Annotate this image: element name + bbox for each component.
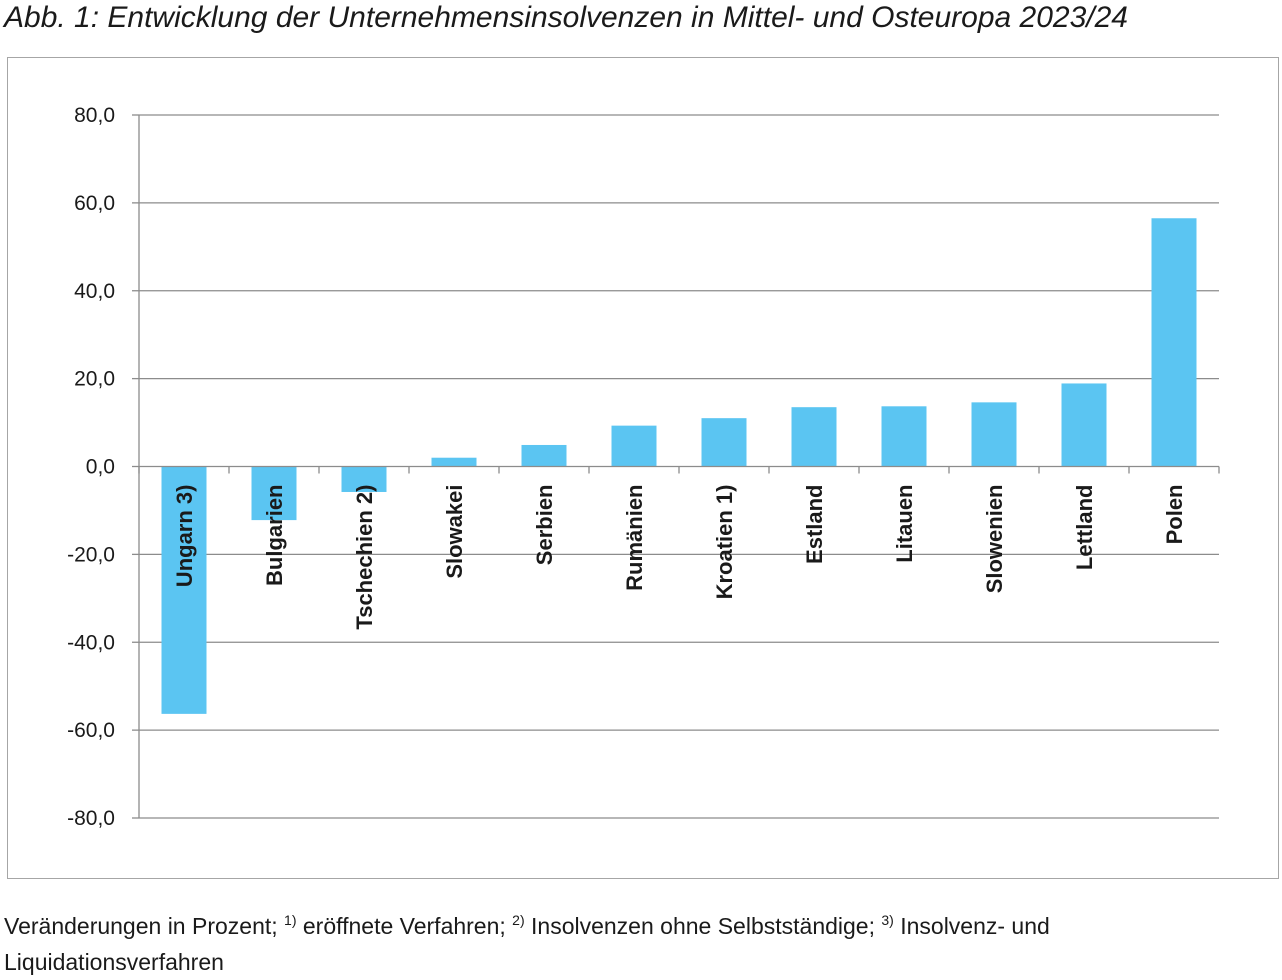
category-label: Litauen xyxy=(892,485,917,563)
chart-frame: 80,0 60,0 40,0 20,0 0,0 -20,0 -40,0 -60,0 -80,0 U… xyxy=(7,57,1279,879)
category-label: Bulgarien xyxy=(262,485,287,586)
footnote-text-1: Veränderungen in Prozent; xyxy=(4,913,285,939)
bar xyxy=(611,425,657,467)
bar xyxy=(431,457,477,467)
category-label: Polen xyxy=(1162,485,1187,545)
bar xyxy=(701,418,747,467)
category-label: Tschechien 2) xyxy=(352,485,377,630)
bar xyxy=(161,466,207,714)
y-tick-label: 0,0 xyxy=(86,456,115,479)
y-tick-label: -80,0 xyxy=(67,807,115,830)
y-tick-label: -60,0 xyxy=(67,719,115,742)
footnote-text-4: Insolvenz- und Liquidationsverfahren xyxy=(4,913,1050,975)
category-label: Slowenien xyxy=(982,485,1007,594)
y-tick-label: -40,0 xyxy=(67,631,115,654)
category-label: Estland xyxy=(802,485,827,564)
bar xyxy=(341,466,387,492)
category-label: Kroatien 1) xyxy=(712,485,737,600)
footnote-marker-1: 1) xyxy=(284,912,297,928)
y-tick-label: 40,0 xyxy=(74,280,115,303)
y-tick-label: 80,0 xyxy=(74,104,115,127)
category-label: Ungarn 3) xyxy=(172,485,197,588)
bar-chart: 80,0 60,0 40,0 20,0 0,0 -20,0 -40,0 -60,0 -80,0 U… xyxy=(67,104,1220,830)
category-label: Slowakei xyxy=(442,485,467,579)
figure-title: Abb. 1: Entwicklung der Unternehmensinso… xyxy=(4,1,1128,34)
bar xyxy=(971,402,1017,467)
category-label: Lettland xyxy=(1072,485,1097,571)
bar xyxy=(1151,218,1197,467)
bar xyxy=(1061,383,1107,467)
footnote-text-2: eröffnete Verfahren; xyxy=(296,913,513,939)
bar xyxy=(881,406,927,467)
y-tick-label: 60,0 xyxy=(74,192,115,215)
footnote: Veränderungen in Prozent; 1) eröffnete V… xyxy=(4,908,1274,980)
footnote-marker-3: 3) xyxy=(881,912,894,928)
bar xyxy=(251,466,297,521)
category-label: Serbien xyxy=(532,485,557,566)
footnote-text-3: Insolvenzen ohne Selbstständige; xyxy=(524,913,882,939)
category-label: Rumänien xyxy=(622,485,647,591)
bar xyxy=(791,407,837,467)
footnote-marker-2: 2) xyxy=(512,912,525,928)
bar xyxy=(521,444,567,467)
y-tick-label: 20,0 xyxy=(74,368,115,391)
y-tick-label: -20,0 xyxy=(67,543,115,566)
